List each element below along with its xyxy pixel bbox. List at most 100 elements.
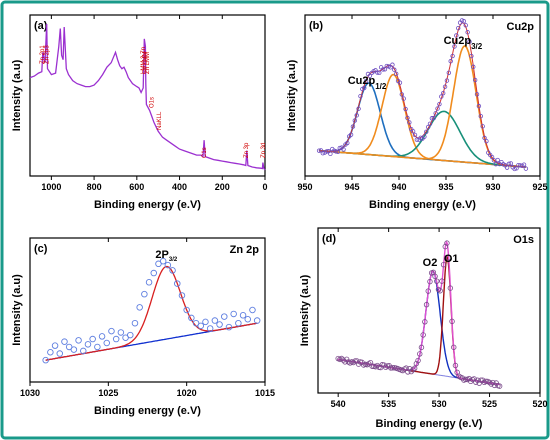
data-point [403,106,408,112]
data-point [476,380,482,386]
data-point [367,73,373,79]
data-point [382,67,388,72]
panel-title: Zn 2p [230,244,260,256]
data-point [406,366,413,372]
annotation-subscript: 3/2 [169,257,178,263]
data-point [340,357,346,363]
data-point [320,151,326,156]
data-point [469,53,474,59]
data-point [423,302,430,308]
data-point [414,137,420,142]
data-point [410,367,416,373]
data-point [447,285,454,291]
data-point [427,278,433,285]
x-tick-label: 935 [438,182,453,192]
data-point [354,358,360,364]
data-point [504,165,510,170]
data-point [483,378,489,385]
data-point [51,342,59,349]
data-point [155,260,162,268]
data-point [495,157,500,163]
data-point [508,161,514,166]
data-point [488,381,494,387]
data-point [127,331,134,339]
x-tick-label: 1025 [98,388,118,398]
x-axis-label: Binding energy (e.V) [369,199,476,211]
data-point [89,335,96,343]
data-point [412,132,418,138]
peak-annotation: Cu2p1/2 [348,75,387,91]
x-tick-label: 945 [344,182,359,192]
data-point [206,325,214,332]
data-point [393,71,399,77]
x-tick-label: 950 [297,182,312,192]
data-point [425,288,431,294]
x-tick-label: 400 [172,182,187,192]
data-point [192,319,200,327]
data-point [356,106,361,111]
data-point [352,118,358,123]
data-point [335,149,341,154]
data-point [486,379,493,386]
peak-annotation: LMM 2 Zn [141,47,147,74]
data-point [84,341,92,348]
data-point [70,346,78,353]
data-point [380,67,386,72]
data-point [239,312,247,319]
data-point [197,322,205,330]
data-point [521,162,527,167]
data-point [433,111,438,116]
data-point [350,124,356,129]
x-tick-label: 940 [391,182,406,192]
data-point [474,92,480,97]
data-point [94,343,101,351]
data-point [216,321,223,328]
data-point [439,94,444,99]
data-point [482,135,487,141]
data-point [390,62,395,67]
data-point [328,151,333,157]
plot-frame-3 [317,227,541,394]
y-axis-label: Intensity (a.u) [11,59,23,131]
data-point [249,306,256,314]
data-point [150,269,158,277]
data-point [253,317,261,324]
data-point [399,92,405,97]
data-point [472,77,478,83]
peak-annotation: O1s [150,97,156,108]
panel-label: (b) [309,20,323,32]
peak-annotation: Zn LMM [145,52,151,74]
data-point [392,67,397,72]
data-point [345,140,350,146]
data-point [478,113,483,119]
data-point [141,290,148,298]
data-point [377,70,382,76]
peak-annotation: O2 [423,257,438,269]
x-tick-label: 520 [532,399,547,409]
x-tick-label: 530 [432,399,447,409]
data-point [384,63,389,69]
data-point [341,147,346,152]
data-point [389,365,396,371]
data-point [476,103,482,109]
data-point [136,304,143,311]
data-point [429,116,435,121]
data-point [490,379,496,386]
data-point [444,240,450,246]
x-tick-label: 540 [331,399,346,409]
data-point [377,364,384,371]
data-point [408,368,414,375]
data-point [506,161,512,167]
data-point [221,313,228,320]
data-point [348,132,354,137]
data-point [47,348,54,356]
data-point [337,145,342,151]
x-tick-label: 0 [262,182,267,192]
data-point [480,124,485,129]
y-axis-label: Intensity (a.u) [299,274,311,346]
data-point [452,44,457,49]
data-point [434,278,440,284]
survey-line [29,23,266,171]
